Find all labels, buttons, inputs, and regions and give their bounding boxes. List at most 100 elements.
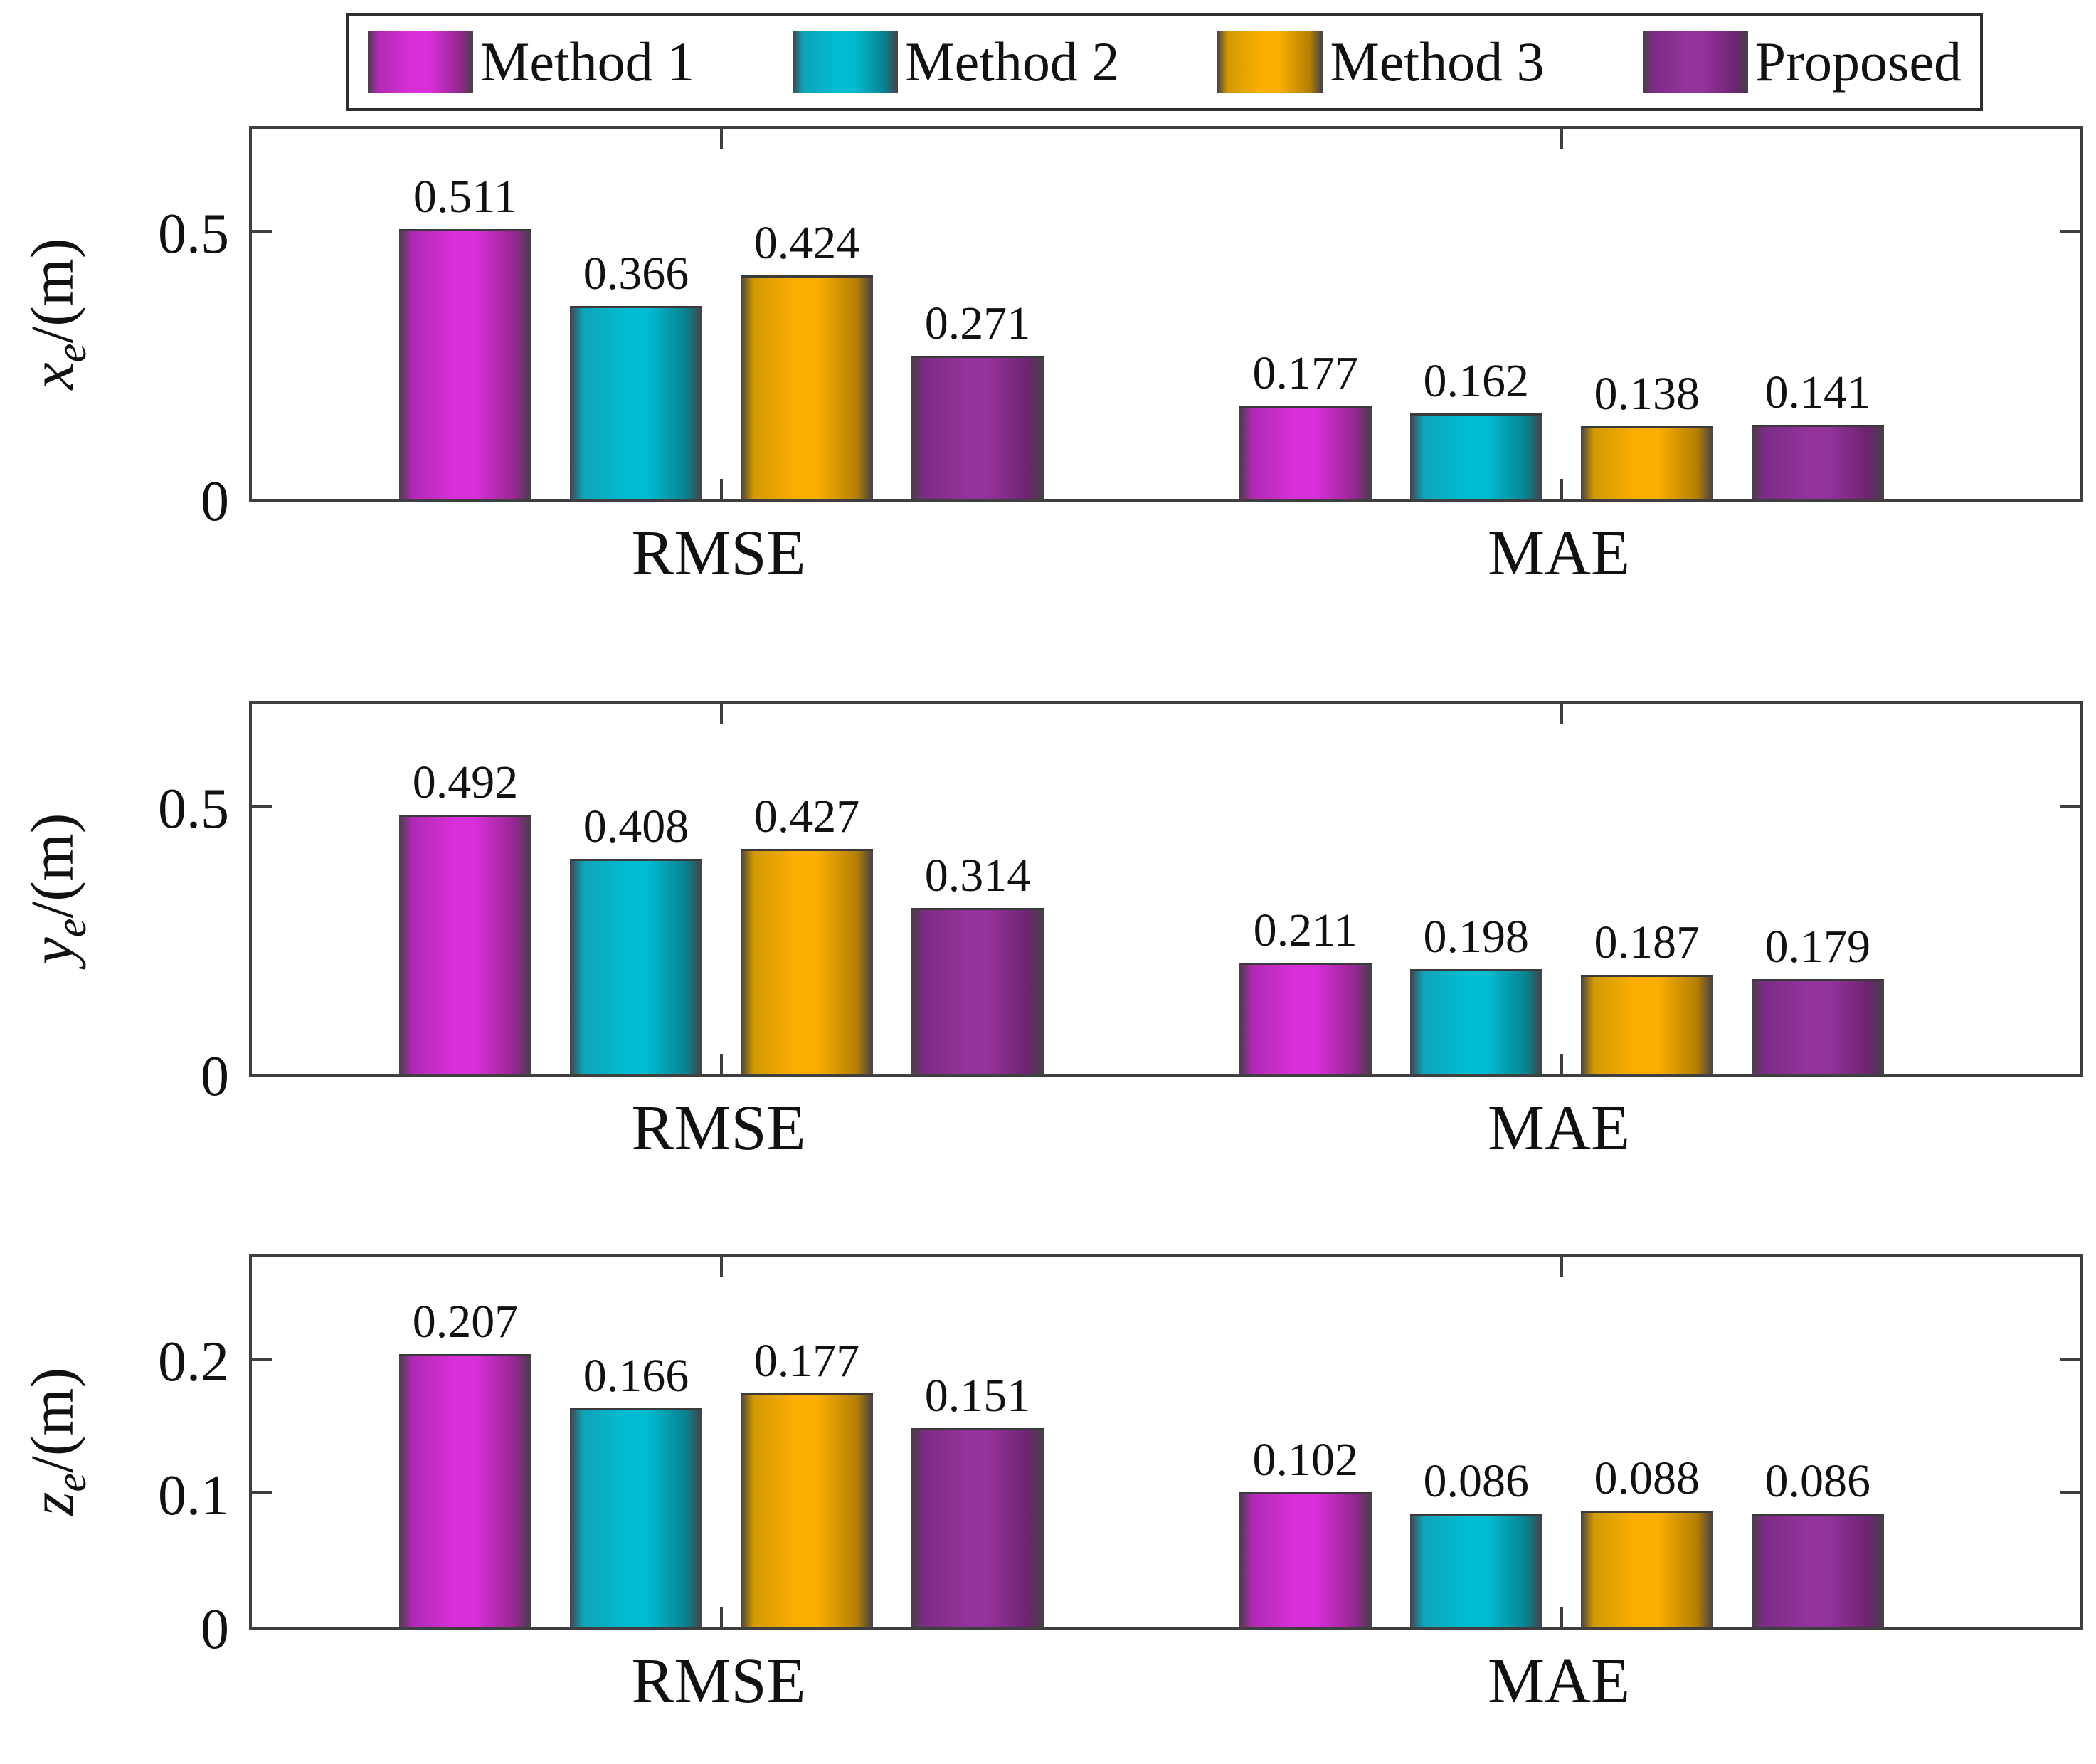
x-tick-label-mae: MAE [1488,1093,1630,1163]
bar-value-label: 0.198 [1423,911,1529,963]
bar-proposed [911,356,1044,499]
y-tick-label: 0.2 [158,1331,229,1394]
legend: Method 1 Method 2 Method 3 Proposed [346,13,1983,111]
x-tick-label-mae: MAE [1488,518,1630,588]
y-axis-label-ze: ze/(m) [6,1254,98,1630]
y-axis-variable: y [18,937,86,965]
legend-label-proposed: Proposed [1754,31,1962,93]
bar-value-label: 0.314 [924,850,1031,902]
y-axis-subscript: e [48,918,95,938]
legend-item-proposed: Proposed [1642,31,1962,93]
x-tick-mark [719,129,723,149]
y-axis-unit: /(m) [18,1367,86,1473]
bar-value-label: 0.086 [1764,1454,1870,1507]
bar-value-label: 0.366 [583,247,689,300]
x-tick-mark [1560,129,1563,149]
bar-value-label: 0.177 [1252,347,1358,399]
x-tick-mark [1560,704,1563,724]
bar-value-label: 0.102 [1252,1434,1358,1486]
bar-proposed [1751,424,1884,499]
bar-value-label: 0.141 [1764,366,1870,418]
bar-cell: 0.198 [1409,704,1542,1074]
bar-value-label: 0.088 [1594,1452,1700,1505]
y-axis-unit: /(m) [18,813,86,919]
bar-method-2 [1409,969,1542,1074]
x-tick-mark [719,479,723,499]
y-tick-label: 0 [201,470,229,533]
x-tick-label-mae: MAE [1488,1646,1630,1716]
plot-area-ye: 0.492 0.408 0.427 0.314 0.211 0.198 0.187 0.179 [249,701,2083,1077]
x-tick-mark [719,1257,723,1277]
y-tick-mark [2060,804,2080,808]
bar-method-1 [1239,962,1372,1074]
y-tick-label: 0 [201,1045,229,1108]
bar-cell: 0.211 [1239,704,1372,1074]
bar-method-1 [398,229,531,499]
bar-cell: 0.151 [911,1257,1044,1627]
bar-proposed [1751,979,1884,1074]
bar-value-label: 0.177 [753,1335,860,1388]
bar-value-label: 0.271 [924,297,1031,350]
bar-value-label: 0.179 [1764,921,1870,973]
bar-method-2 [569,305,702,499]
bar-group-mae: 0.211 0.198 0.187 0.179 [1239,704,1884,1074]
bar-group-rmse: 0.207 0.166 0.177 0.151 [398,1257,1044,1627]
y-tick-mark [252,1491,272,1495]
legend-label-method-3: Method 3 [1330,31,1545,93]
bar-method-2 [569,1407,702,1627]
y-axis-variable: x [18,362,86,390]
x-tick-mark [1560,479,1563,499]
bar-cell: 0.177 [1239,129,1372,499]
bar-method-2 [1409,1513,1542,1627]
y-axis-subscript: e [48,343,95,363]
y-tick-mark [2060,229,2080,233]
bar-method-3 [1580,1511,1713,1627]
bar-cell: 0.492 [398,704,531,1074]
legend-label-method-1: Method 1 [480,31,695,93]
bar-value-label: 0.427 [753,790,860,843]
y-axis-variable: z [18,1491,86,1516]
bar-cell: 0.207 [398,1257,531,1627]
plot-area-ze: 0.207 0.166 0.177 0.151 0.102 0.086 0.088 0.086 [249,1254,2083,1630]
bar-method-1 [1239,405,1372,499]
x-tick-mark [719,704,723,724]
plot-area-xe: 0.511 0.366 0.424 0.271 0.177 0.162 0.138 0.141 [249,126,2083,502]
subplot-xe: xe/(m) 0 0.5 0.511 0.366 0.424 0.271 0.177 0.1… [0,126,2096,688]
bar-method-2 [569,858,702,1074]
y-tick-mark [252,804,272,808]
y-tick-labels: 0 0.5 [91,126,239,530]
bar-cell: 0.511 [398,129,531,499]
legend-item-method-3: Method 3 [1217,31,1545,93]
y-tick-mark [2060,1358,2080,1361]
y-tick-labels: 0 0.5 [91,701,239,1105]
y-tick-mark [252,229,272,233]
bar-cell: 0.102 [1239,1257,1372,1627]
bar-cell: 0.088 [1580,1257,1713,1627]
y-axis-subscript: e [48,1472,95,1492]
bar-method-3 [740,275,873,499]
bar-method-3 [740,1393,873,1627]
bar-proposed [911,1427,1044,1627]
bar-cell: 0.086 [1409,1257,1542,1627]
bar-value-label: 0.211 [1253,904,1357,956]
bar-cell: 0.271 [911,129,1044,499]
legend-swatch-proposed-icon [1642,31,1748,93]
x-tick-label-rmse: RMSE [631,1093,806,1163]
y-tick-labels: 0 0.1 0.2 [91,1254,239,1658]
bar-cell: 0.138 [1580,129,1713,499]
bar-value-label: 0.086 [1423,1454,1529,1507]
y-tick-label: 0.5 [158,777,229,840]
bar-value-label: 0.424 [753,216,860,269]
y-tick-label: 0.5 [158,202,229,265]
bar-value-label: 0.162 [1423,355,1529,407]
y-axis-label-xe: xe/(m) [6,126,98,502]
subplot-ze: ze/(m) 0 0.1 0.2 0.207 0.166 0.177 0.151 0.102… [0,1254,2096,1764]
bar-cell: 0.427 [740,704,873,1074]
bar-method-1 [398,814,531,1074]
y-axis-unit: /(m) [18,238,86,344]
bar-method-3 [1580,975,1713,1074]
x-tick-mark [719,1607,723,1627]
legend-swatch-method-1-icon [368,31,473,93]
legend-item-method-2: Method 2 [793,31,1119,93]
